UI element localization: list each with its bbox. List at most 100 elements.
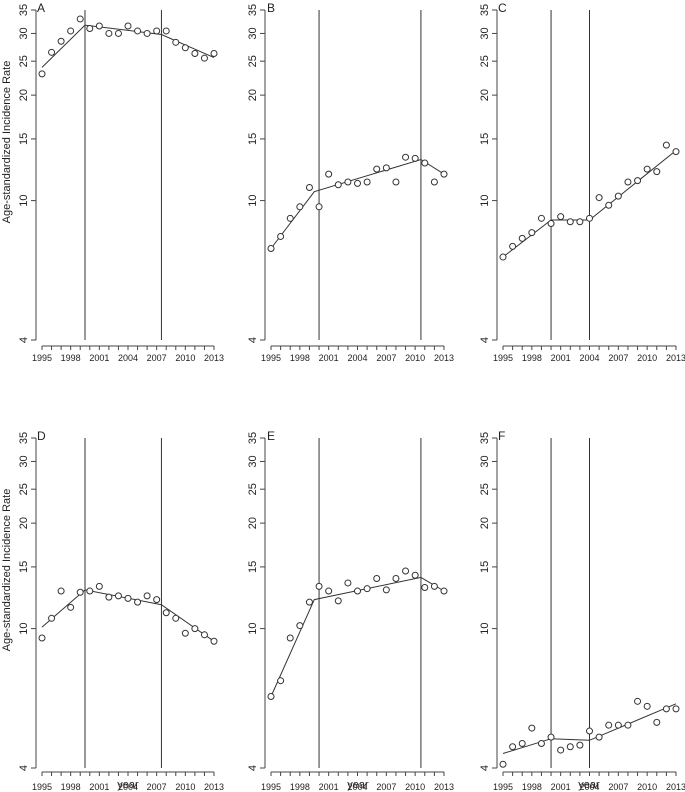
y-tick-label-d: 4 xyxy=(18,765,30,771)
data-point-c xyxy=(672,148,680,156)
y-tick-label-e: 15 xyxy=(247,561,259,573)
data-point-c xyxy=(662,141,670,149)
x-tick-label-c: 1998 xyxy=(522,353,542,363)
data-point-c xyxy=(634,177,642,185)
data-point-d xyxy=(200,631,208,639)
data-point-e xyxy=(440,587,448,595)
data-point-e xyxy=(315,582,323,590)
data-point-a xyxy=(143,29,151,37)
data-point-f xyxy=(595,733,603,741)
fitted-trend-line-d xyxy=(41,589,215,642)
data-point-f xyxy=(499,760,507,768)
data-point-b xyxy=(354,179,361,187)
data-point-e xyxy=(373,574,381,582)
data-point-b xyxy=(411,154,419,162)
y-tick-label-b: 35 xyxy=(247,4,259,16)
y-tick-label-f: 25 xyxy=(479,483,491,495)
data-point-e xyxy=(286,634,294,642)
data-point-a xyxy=(124,22,132,30)
data-point-f xyxy=(605,721,613,729)
x-tick-label-d: 2007 xyxy=(147,782,167,792)
fitted-trend-line-f xyxy=(502,703,677,754)
data-point-e xyxy=(382,586,390,594)
data-point-a xyxy=(95,22,103,30)
data-point-f xyxy=(547,733,555,741)
x-tick-label-a: 2010 xyxy=(175,353,195,363)
x-tick-label-a: 2004 xyxy=(118,353,138,363)
y-tick-label-b: 30 xyxy=(247,27,259,39)
data-point-d xyxy=(95,582,103,590)
data-point-e xyxy=(421,584,429,592)
y-tick-label-a: 4 xyxy=(18,337,30,343)
data-point-f xyxy=(557,746,565,754)
y-tick-label-b: 20 xyxy=(247,89,259,101)
x-tick-label-f: 2007 xyxy=(608,782,628,792)
x-tick-label-e: 2010 xyxy=(405,782,425,792)
x-tick-label-c: 2007 xyxy=(608,353,628,363)
y-tick-label-f: 4 xyxy=(479,765,491,771)
data-point-c xyxy=(595,194,603,202)
data-point-b xyxy=(296,203,304,211)
x-tick-label-d: 2010 xyxy=(175,782,195,792)
data-point-e xyxy=(354,587,361,595)
y-tick-label-d: 25 xyxy=(18,483,30,495)
data-point-b xyxy=(325,170,333,178)
y-tick-label-e: 30 xyxy=(247,455,259,467)
panel-b: B 4 10 15 20 25 30 35 1995 1998 2001 2004 2007 2010 20… xyxy=(247,1,454,363)
panel-label-a: A xyxy=(37,1,45,15)
data-point-a xyxy=(57,37,65,45)
panel-e: E 4 10 15 20 25 30 35 1995 1998 2001 2004 2007 2010 20… xyxy=(247,429,454,792)
x-axis-label-right: year xyxy=(578,779,600,791)
y-tick-label-c: 25 xyxy=(479,55,491,67)
panel-f: F 4 10 15 20 25 30 35 1995 1998 2001 2004 2007 2010 20… xyxy=(479,429,685,792)
data-point-f xyxy=(634,697,642,705)
data-point-a xyxy=(200,54,208,62)
data-point-c xyxy=(557,213,565,221)
panel-label-c: C xyxy=(498,1,507,15)
data-point-b xyxy=(267,244,275,252)
data-point-e xyxy=(344,579,352,587)
data-point-d xyxy=(114,592,122,600)
y-tick-label-d: 10 xyxy=(18,622,30,634)
x-tick-label-f: 1995 xyxy=(493,782,513,792)
data-point-e xyxy=(267,692,275,700)
y-tick-label-c: 4 xyxy=(479,337,491,343)
data-point-d xyxy=(191,625,199,633)
y-tick-label-f: 35 xyxy=(479,432,491,444)
panel-label-e: E xyxy=(267,429,275,443)
panel-label-b: B xyxy=(267,1,275,15)
data-point-e xyxy=(277,677,285,685)
data-point-b xyxy=(382,164,390,172)
data-point-c xyxy=(537,214,545,222)
data-point-a xyxy=(105,29,113,37)
data-point-e xyxy=(325,587,333,595)
data-point-c xyxy=(518,234,526,242)
x-tick-label-a: 1995 xyxy=(32,353,52,363)
data-point-c xyxy=(586,214,593,222)
y-tick-label-e: 25 xyxy=(247,483,259,495)
data-point-b xyxy=(440,170,448,178)
y-tick-label-c: 20 xyxy=(479,89,491,101)
data-point-c xyxy=(528,229,536,237)
y-tick-label-e: 10 xyxy=(247,622,259,634)
x-axis-label-left: year xyxy=(117,779,139,791)
x-tick-label-b: 1995 xyxy=(261,353,281,363)
panel-c: C 4 10 15 20 25 30 35 1995 1998 2001 2004 2007 2010 20… xyxy=(479,1,685,363)
y-tick-label-b: 25 xyxy=(247,55,259,67)
data-point-b xyxy=(421,159,429,167)
data-point-c xyxy=(576,218,584,226)
data-point-a xyxy=(48,48,56,56)
data-point-b xyxy=(315,203,323,211)
y-tick-label-f: 30 xyxy=(479,455,491,467)
data-point-a xyxy=(38,70,46,78)
y-axis-label-bottom: Age-standardized Incidence Rate xyxy=(1,489,13,652)
y-tick-label-c: 30 xyxy=(479,27,491,39)
data-point-d xyxy=(210,637,218,645)
data-point-a xyxy=(191,49,199,57)
data-point-c xyxy=(547,220,555,228)
data-point-a xyxy=(134,27,142,35)
x-axis-label-center: year xyxy=(347,779,369,791)
y-tick-label-b: 4 xyxy=(247,337,259,343)
data-point-a xyxy=(181,44,189,52)
